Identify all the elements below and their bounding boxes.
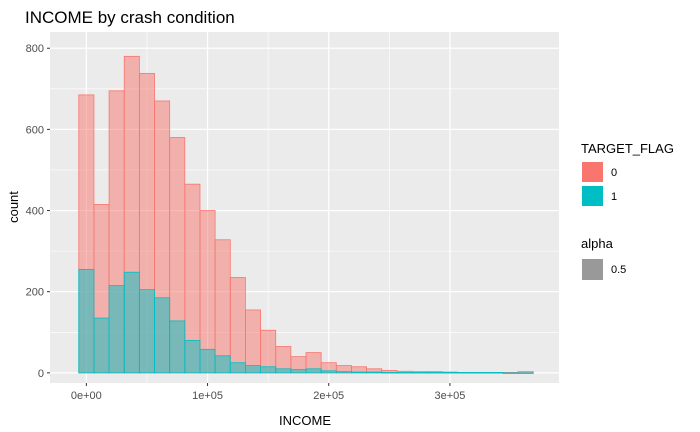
histogram-bar-series-1	[260, 366, 277, 374]
histogram-bar-series-1	[108, 285, 125, 374]
histogram-bar-series-1	[169, 320, 186, 374]
x-axis-ticks: 0e+00 1e+05 2e+05 3e+05	[71, 383, 465, 402]
histogram-bar-series-1	[441, 372, 458, 374]
legend-key-alpha	[582, 259, 603, 280]
legend-key-1	[582, 186, 603, 206]
y-tick-label: 400	[26, 206, 44, 218]
legend: TARGET_FLAG 0 1 alpha 0.5	[581, 141, 674, 280]
histogram-bar-series-1	[305, 368, 322, 374]
histogram-bar-series-1	[229, 362, 246, 374]
histogram-bar-series-1	[366, 371, 383, 374]
histogram-bar-series-1	[320, 370, 337, 374]
histogram-bar-series-1	[335, 371, 352, 374]
histogram-bar-series-1	[290, 369, 307, 374]
legend-key-0	[582, 162, 603, 182]
series-1-bars	[78, 268, 534, 374]
histogram-bar-series-0	[245, 309, 261, 374]
histogram-bar-series-1	[487, 372, 504, 374]
histogram-bar-series-1	[275, 368, 292, 374]
histogram-bar-series-1	[517, 372, 534, 374]
y-axis-ticks: 0 200 400 600 800	[26, 43, 50, 380]
legend-title-alpha: alpha	[581, 236, 614, 251]
x-tick-label: 2e+05	[313, 390, 344, 402]
legend-label-alpha: 0.5	[611, 264, 626, 276]
y-tick-label: 0	[38, 368, 44, 380]
y-tick-label: 800	[26, 43, 44, 55]
histogram-bar-series-1	[123, 271, 140, 374]
x-tick-label: 0e+00	[71, 390, 102, 402]
histogram-bar-series-1	[411, 372, 428, 374]
histogram-bar-series-0	[214, 239, 231, 374]
histogram-bar-series-1	[472, 372, 489, 374]
histogram-bar-series-1	[154, 297, 171, 374]
histogram-bar-series-1	[351, 371, 368, 374]
y-axis-title: count	[6, 191, 21, 223]
histogram-bar-series-1	[502, 372, 519, 374]
legend-label-1: 1	[611, 191, 617, 203]
x-tick-label: 1e+05	[192, 390, 223, 402]
x-tick-label: 3e+05	[434, 390, 465, 402]
histogram-bar-series-1	[396, 372, 413, 374]
legend-title-target-flag: TARGET_FLAG	[581, 141, 674, 156]
x-axis-title: INCOME	[279, 413, 331, 428]
histogram-bar-series-1	[199, 348, 216, 374]
histogram-bar-series-1	[245, 365, 261, 374]
y-tick-label: 600	[26, 124, 44, 136]
histogram-bar-series-1	[184, 339, 201, 374]
histogram-bar-series-1	[381, 372, 398, 374]
histogram-bar-series-1	[426, 372, 443, 374]
legend-label-0: 0	[611, 167, 617, 179]
histogram-bar-series-1	[214, 355, 231, 374]
histogram-bar-series-1	[457, 372, 474, 374]
y-tick-label: 200	[26, 287, 44, 299]
histogram-bar-series-0	[199, 210, 216, 374]
chart-title: INCOME by crash condition	[25, 8, 235, 27]
histogram-bar-series-1	[138, 289, 155, 374]
histogram-bar-series-1	[93, 317, 110, 374]
histogram-bar-series-0	[229, 277, 246, 374]
major-gridlines	[50, 32, 559, 383]
histogram-bar-series-1	[78, 268, 95, 374]
